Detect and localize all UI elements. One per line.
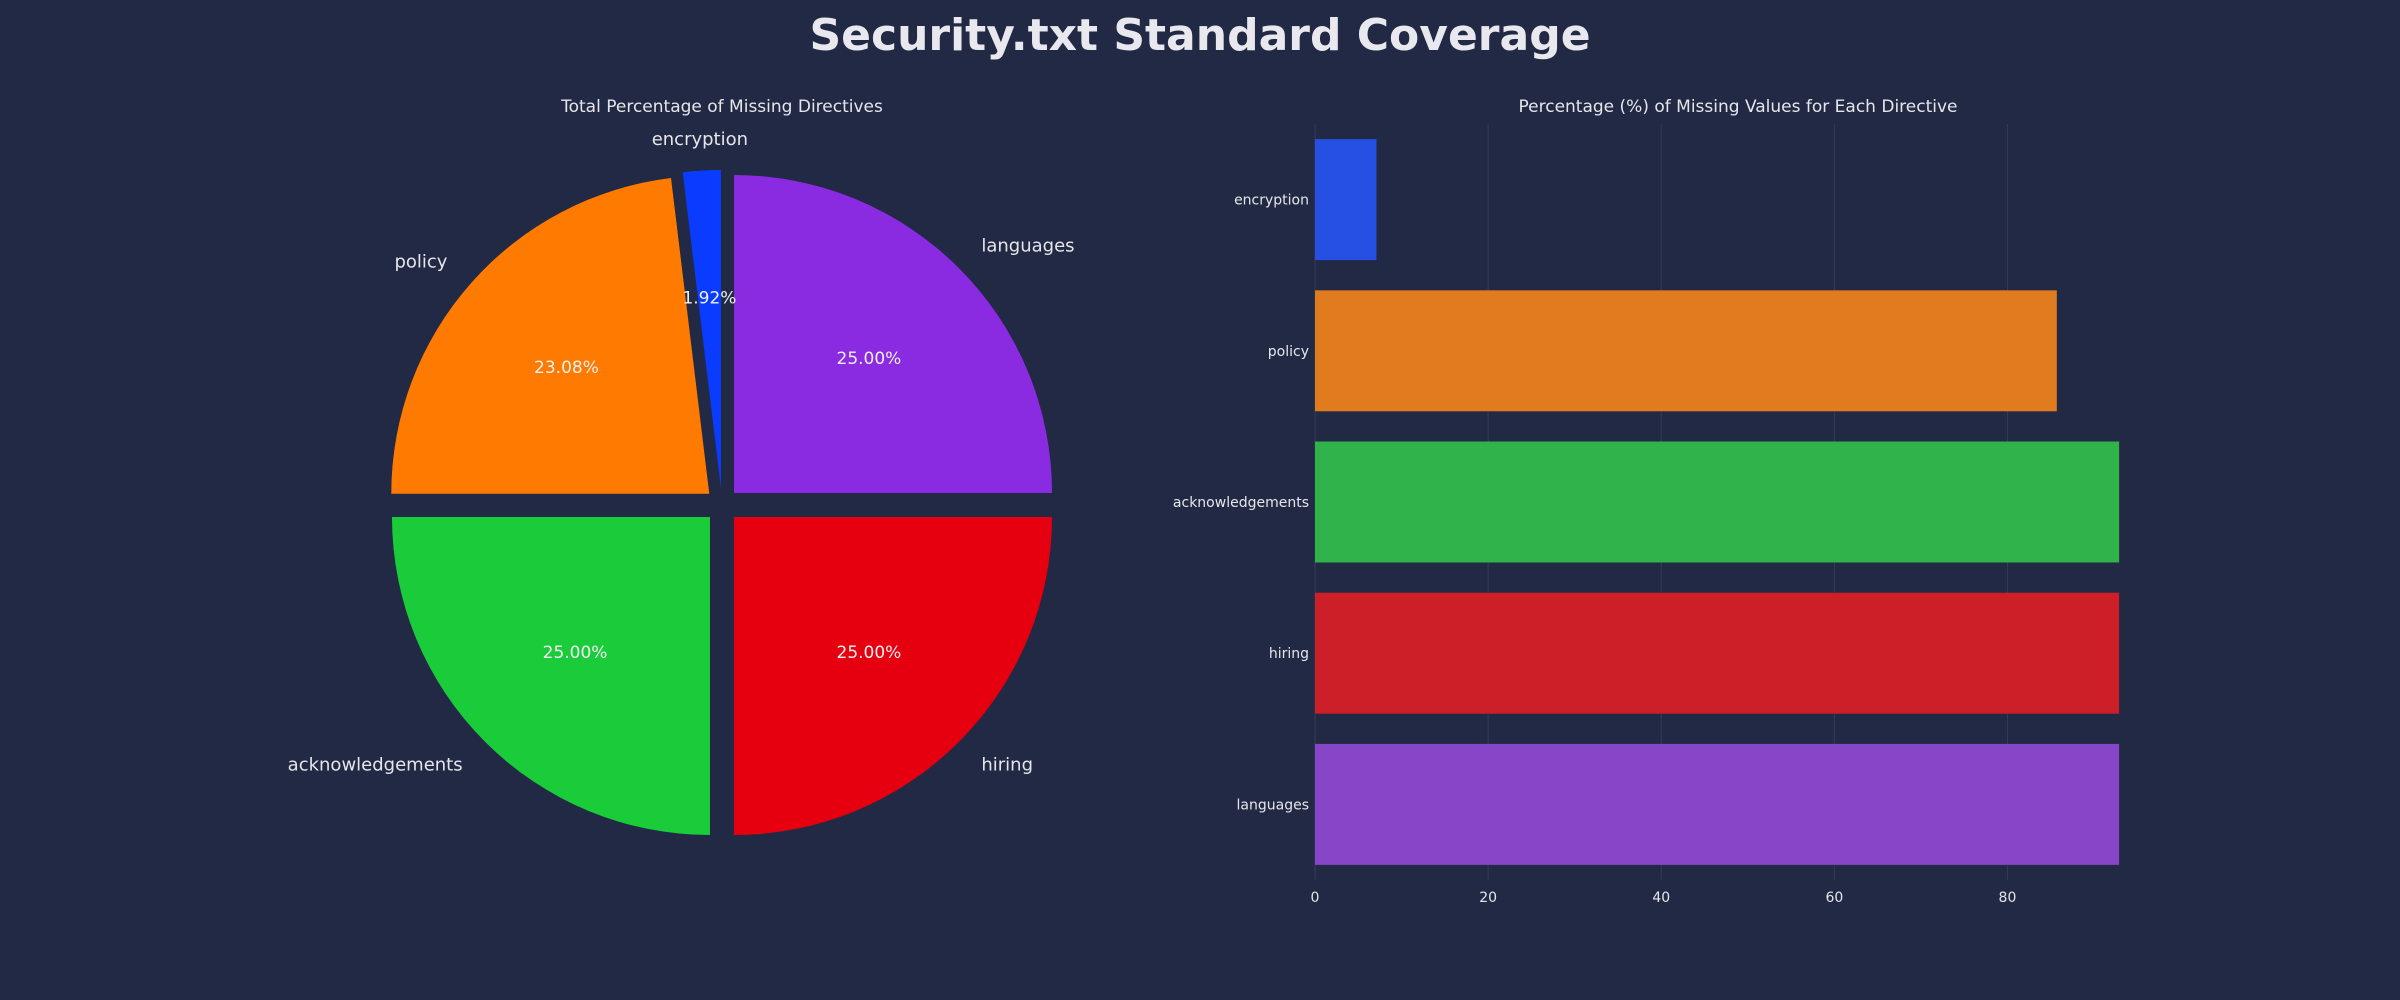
pie-pct-label-languages: 25.00%: [837, 349, 902, 369]
figure-title: Security.txt Standard Coverage: [809, 10, 1591, 61]
bar-ytick-label-policy: policy: [1268, 344, 1309, 360]
bar-xtick-label: 20: [1479, 890, 1497, 906]
pie-slice-encryption: [682, 170, 721, 489]
pie-pct-label-acknowledgements: 25.00%: [543, 643, 608, 663]
pie-pct-label-encryption: 1.92%: [682, 289, 736, 309]
pie-label-encryption: encryption: [652, 129, 748, 150]
bar-chart-title: Percentage (%) of Missing Values for Eac…: [1519, 97, 1958, 117]
bar-ytick-label-encryption: encryption: [1234, 193, 1309, 209]
bar-xtick-label: 80: [1999, 890, 2017, 906]
pie-chart: Total Percentage of Missing Directives l…: [288, 97, 1075, 836]
pie-slice-policy: [391, 178, 710, 494]
bar-hiring: [1315, 592, 2120, 714]
pie-slice-acknowledgements: [391, 517, 710, 836]
pie-pct-label-policy: 23.08%: [534, 358, 599, 378]
pie-label-hiring: hiring: [981, 754, 1033, 775]
pie-chart-title: Total Percentage of Missing Directives: [560, 97, 883, 117]
bar-xtick-label: 0: [1311, 890, 1320, 906]
bar-languages: [1315, 743, 2120, 865]
pie-pct-label-hiring: 25.00%: [837, 643, 902, 663]
pie-label-acknowledgements: acknowledgements: [288, 754, 463, 775]
bar-ytick-label-languages: languages: [1237, 797, 1309, 813]
bar-policy: [1315, 290, 2057, 412]
bar-acknowledgements: [1315, 441, 2120, 563]
pie-label-policy: policy: [394, 252, 447, 273]
pie-slice-hiring: [734, 517, 1053, 836]
bar-ytick-label-hiring: hiring: [1269, 646, 1309, 662]
bar-xtick-label: 60: [1825, 890, 1843, 906]
pie-slice-languages: [734, 174, 1053, 493]
bar-encryption: [1315, 139, 1377, 261]
pie-label-languages: languages: [981, 236, 1074, 257]
bar-xtick-label: 40: [1652, 890, 1670, 906]
